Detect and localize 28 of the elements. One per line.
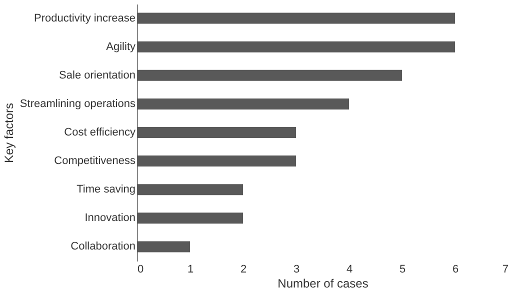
x-tick-label: 4 xyxy=(346,264,353,276)
y-tick-label: Time saving xyxy=(76,184,136,196)
x-tick-label: 5 xyxy=(399,264,406,276)
bar xyxy=(137,156,296,167)
y-tick-label: Collaboration xyxy=(70,240,136,253)
x-tick-label: 1 xyxy=(187,264,194,276)
bar xyxy=(137,127,296,138)
y-tick-label: Agility xyxy=(106,40,136,53)
y-tick-label: Innovation xyxy=(84,212,136,224)
bar xyxy=(137,12,455,24)
y-tick-label: Streamlining operations xyxy=(20,98,136,110)
y-tick-label: Competitiveness xyxy=(54,155,136,168)
y-axis-title: Key factors xyxy=(2,102,16,164)
x-tick-label: 6 xyxy=(452,264,459,276)
y-tick-label: Cost efficiency xyxy=(64,126,136,138)
y-tick-label: Sale orientation xyxy=(59,69,136,82)
x-tick-label: 2 xyxy=(240,264,247,276)
bar xyxy=(137,212,243,224)
bar xyxy=(137,184,243,196)
y-tick-label: Productivity increase xyxy=(34,12,136,24)
x-tick-label: 3 xyxy=(293,264,300,276)
bar xyxy=(137,241,190,252)
x-axis-title: Number of cases xyxy=(278,276,368,290)
bar xyxy=(137,41,455,52)
bar xyxy=(137,98,349,110)
bar xyxy=(137,70,402,81)
x-tick-label: 7 xyxy=(502,264,508,276)
x-tick-label: 0 xyxy=(138,264,144,276)
